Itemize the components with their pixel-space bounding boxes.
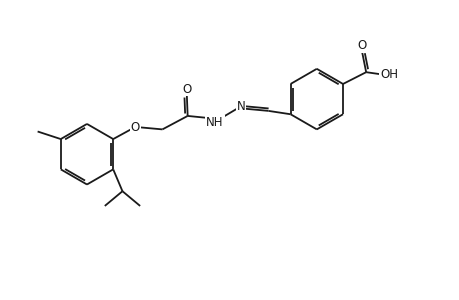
Text: NH: NH [206, 116, 223, 129]
Text: O: O [182, 82, 191, 95]
Text: OH: OH [380, 68, 397, 81]
Text: O: O [130, 121, 140, 134]
Text: N: N [236, 100, 245, 113]
Text: O: O [357, 39, 366, 52]
